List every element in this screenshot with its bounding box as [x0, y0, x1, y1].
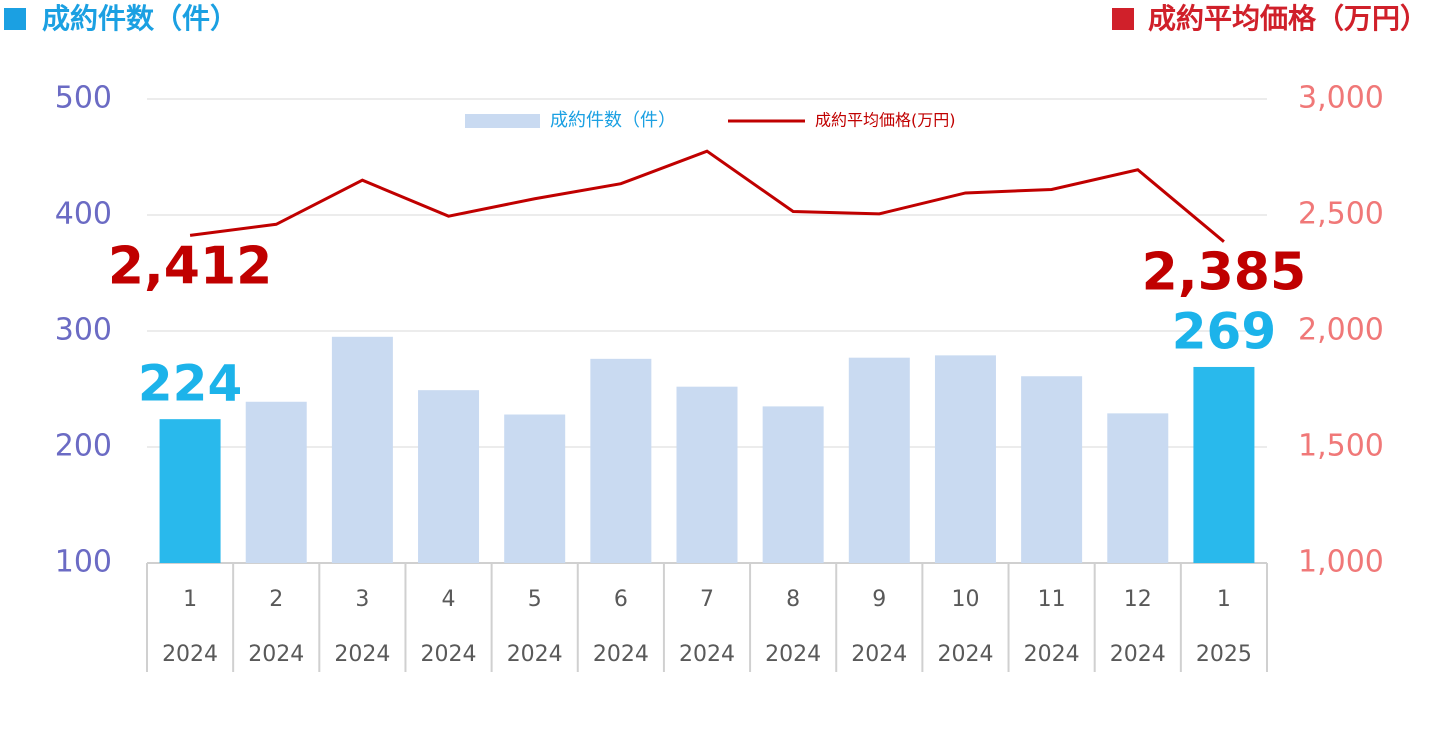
bar — [848, 357, 910, 563]
bar — [418, 390, 480, 563]
bar — [762, 406, 824, 563]
line-value-label: 2,385 — [1142, 243, 1306, 303]
y2-tick-label: 3,000 — [1298, 81, 1384, 116]
line — [189, 149, 1225, 243]
y2-axis-title: 成約平均価格（万円） — [1148, 2, 1428, 35]
x-year-label: 2024 — [765, 642, 821, 667]
y-tick-label: 500 — [55, 81, 112, 116]
x-year-label: 2024 — [507, 642, 563, 667]
x-tick-label: 2 — [269, 587, 283, 612]
y-axis-title: 成約件数（件） — [42, 2, 238, 35]
x-tick-label: 8 — [786, 587, 800, 612]
y2-tick-label: 2,500 — [1298, 197, 1384, 232]
x-tick-label: 10 — [951, 587, 979, 612]
y2-tick-label: 1,000 — [1298, 545, 1384, 580]
bar — [1021, 376, 1083, 563]
legend-swatch — [465, 114, 540, 128]
x-tick-label: 9 — [872, 587, 886, 612]
y2-tick-label: 1,500 — [1298, 429, 1384, 464]
x-year-label: 2024 — [1024, 642, 1080, 667]
x-tick-label: 1 — [183, 587, 197, 612]
x-tick-label: 3 — [355, 587, 369, 612]
bar — [934, 355, 996, 563]
bar — [159, 419, 221, 563]
legend-label: 成約件数（件） — [550, 110, 676, 131]
bar — [1107, 413, 1169, 563]
bar — [504, 414, 566, 563]
x-tick-label: 6 — [614, 587, 628, 612]
x-year-label: 2024 — [593, 642, 649, 667]
y-tick-label: 100 — [55, 545, 112, 580]
x-year-label: 2024 — [248, 642, 304, 667]
header-marker — [4, 8, 26, 30]
x-year-label: 2024 — [421, 642, 477, 667]
bar — [245, 401, 307, 563]
y-tick-label: 400 — [55, 197, 112, 232]
legend-label: 成約平均価格(万円) — [815, 111, 956, 130]
x-year-label: 2024 — [1110, 642, 1166, 667]
y-tick-label: 300 — [55, 313, 112, 348]
header-marker — [1112, 8, 1134, 30]
x-year-label: 2024 — [162, 642, 218, 667]
bar — [331, 336, 393, 563]
y2-tick-label: 2,000 — [1298, 313, 1384, 348]
x-tick-label: 12 — [1124, 587, 1152, 612]
x-tick-label: 1 — [1217, 587, 1231, 612]
x-year-label: 2024 — [851, 642, 907, 667]
bar-value-label: 224 — [138, 355, 242, 413]
x-year-label: 2024 — [679, 642, 735, 667]
x-tick-label: 5 — [528, 587, 542, 612]
y-tick-label: 200 — [55, 429, 112, 464]
bar — [676, 386, 738, 563]
x-tick-label: 11 — [1038, 587, 1066, 612]
bar — [1193, 366, 1255, 563]
x-year-label: 2024 — [937, 642, 993, 667]
x-year-label: 2024 — [334, 642, 390, 667]
line-value-label: 2,412 — [108, 236, 272, 296]
bar — [590, 358, 652, 563]
x-tick-label: 7 — [700, 587, 714, 612]
x-tick-label: 4 — [442, 587, 456, 612]
x-year-label: 2025 — [1196, 642, 1252, 667]
bar-value-label: 269 — [1172, 302, 1276, 360]
